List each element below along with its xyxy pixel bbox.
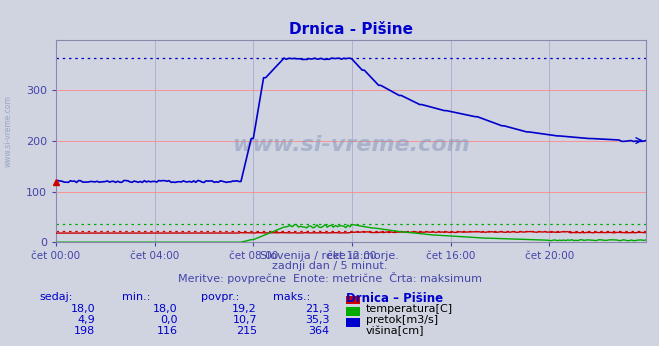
Text: 215: 215	[236, 326, 257, 336]
Text: 364: 364	[308, 326, 330, 336]
Text: sedaj:: sedaj:	[40, 292, 73, 302]
Text: povpr.:: povpr.:	[201, 292, 239, 302]
Text: 18,0: 18,0	[154, 304, 178, 314]
Text: Slovenija / reke in morje.: Slovenija / reke in morje.	[260, 251, 399, 261]
Text: pretok[m3/s]: pretok[m3/s]	[366, 315, 438, 325]
Text: 0,0: 0,0	[160, 315, 178, 325]
Text: temperatura[C]: temperatura[C]	[366, 304, 453, 314]
Text: min.:: min.:	[122, 292, 150, 302]
Text: 18,0: 18,0	[71, 304, 96, 314]
Text: 21,3: 21,3	[305, 304, 330, 314]
Text: višina[cm]: višina[cm]	[366, 326, 424, 336]
Text: Drnica – Pišine: Drnica – Pišine	[346, 292, 443, 306]
Text: maks.:: maks.:	[273, 292, 311, 302]
Text: zadnji dan / 5 minut.: zadnji dan / 5 minut.	[272, 261, 387, 271]
Text: 35,3: 35,3	[305, 315, 330, 325]
Text: www.si-vreme.com: www.si-vreme.com	[232, 135, 470, 155]
Title: Drnica - Pišine: Drnica - Pišine	[289, 22, 413, 37]
Text: 116: 116	[157, 326, 178, 336]
Text: 4,9: 4,9	[78, 315, 96, 325]
Text: 10,7: 10,7	[233, 315, 257, 325]
Text: Meritve: povprečne  Enote: metrične  Črta: maksimum: Meritve: povprečne Enote: metrične Črta:…	[177, 272, 482, 284]
Text: 198: 198	[74, 326, 96, 336]
Text: 19,2: 19,2	[232, 304, 257, 314]
Text: www.si-vreme.com: www.si-vreme.com	[3, 95, 13, 167]
